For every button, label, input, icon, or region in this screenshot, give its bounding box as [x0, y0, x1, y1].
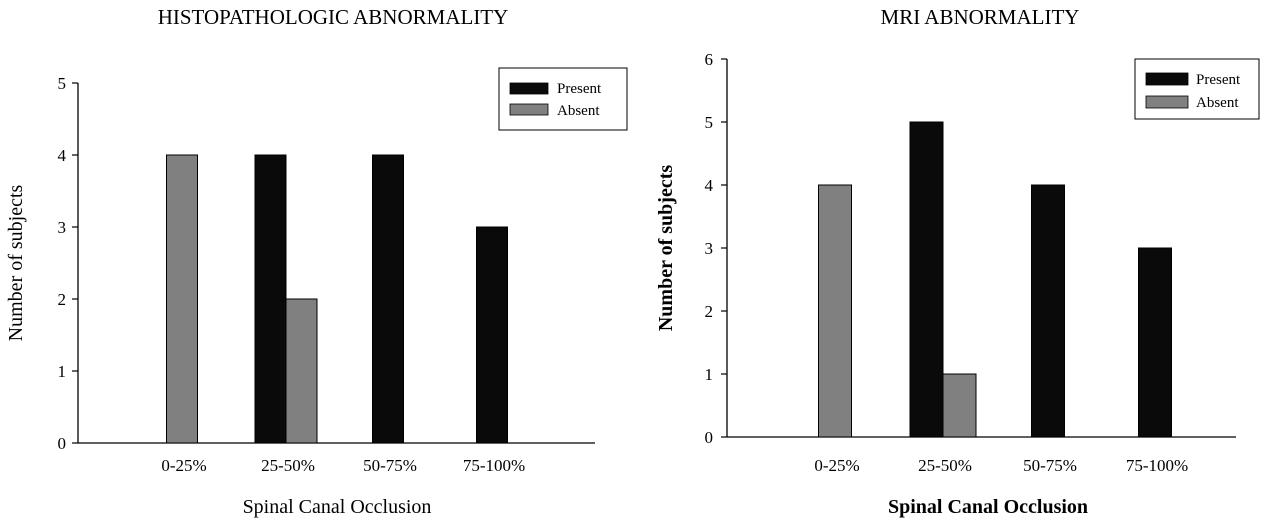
y-tick-label: 0 [705, 428, 714, 447]
y-axis-label: Number of subjects [655, 165, 677, 332]
bar-absent-25-50pct [942, 373, 977, 438]
bar-absent-0-25pct [166, 154, 198, 444]
legend: Present Absent [1134, 58, 1260, 120]
mri-chart: MRI ABNORMALITY 0 1 2 3 4 5 6 0-25% 25-50% 50-75… [655, 5, 1260, 518]
y-axis: 0 1 2 3 4 5 6 [705, 50, 728, 447]
x-tick-label: 75-100% [1126, 456, 1188, 475]
y-tick-label: 2 [58, 290, 67, 309]
x-tick-label: 75-100% [463, 456, 525, 475]
chart-title: MRI ABNORMALITY [881, 5, 1080, 29]
chart-title: HISTOPATHOLOGIC ABNORMALITY [158, 5, 509, 29]
legend-swatch-present [509, 82, 549, 95]
bar-absent-25-50pct [285, 298, 318, 444]
x-tick-label: 50-75% [363, 456, 417, 475]
legend-label-absent: Absent [1196, 95, 1239, 111]
bar-present-50-75pct [1031, 184, 1065, 438]
bar-present-25-50pct [909, 121, 944, 438]
legend-label-present: Present [1196, 72, 1241, 88]
legend: Present Absent [498, 67, 628, 131]
y-tick-label: 4 [705, 176, 714, 195]
legend-swatch-absent [509, 103, 549, 116]
y-tick-label: 3 [705, 239, 714, 258]
bar-present-25-50pct [254, 154, 287, 444]
legend-swatch-absent [1145, 95, 1189, 109]
y-tick-label: 3 [58, 218, 67, 237]
x-tick-label: 50-75% [1023, 456, 1077, 475]
y-axis: 0 1 2 3 4 5 [58, 74, 79, 453]
legend-swatch-present [1145, 72, 1189, 86]
bar-present-75-100pct [476, 226, 508, 444]
x-tick-label: 25-50% [918, 456, 972, 475]
y-axis-label: Number of subjects [5, 184, 27, 341]
bar-absent-0-25pct [818, 184, 852, 438]
x-tick-label: 0-25% [814, 456, 859, 475]
bar-present-75-100pct [1138, 247, 1172, 438]
x-axis-label: Spinal Canal Occlusion [888, 496, 1088, 518]
y-tick-label: 4 [58, 146, 67, 165]
y-tick-label: 5 [705, 113, 714, 132]
y-tick-label: 1 [705, 365, 714, 384]
y-tick-label: 0 [58, 434, 67, 453]
x-tick-label: 0-25% [161, 456, 206, 475]
legend-box [1134, 58, 1260, 120]
y-tick-label: 5 [58, 74, 67, 93]
histopathologic-chart: HISTOPATHOLOGIC ABNORMALITY 0 1 2 3 4 5 0-25%… [5, 5, 628, 518]
x-tick-label: 25-50% [261, 456, 315, 475]
legend-box [498, 67, 628, 131]
y-tick-label: 6 [705, 50, 714, 69]
y-tick-label: 2 [705, 302, 714, 321]
bar-present-50-75pct [372, 154, 404, 444]
x-axis-label: Spinal Canal Occlusion [243, 496, 432, 518]
y-tick-label: 1 [58, 362, 67, 381]
legend-label-present: Present [557, 81, 602, 97]
legend-label-absent: Absent [557, 103, 600, 119]
